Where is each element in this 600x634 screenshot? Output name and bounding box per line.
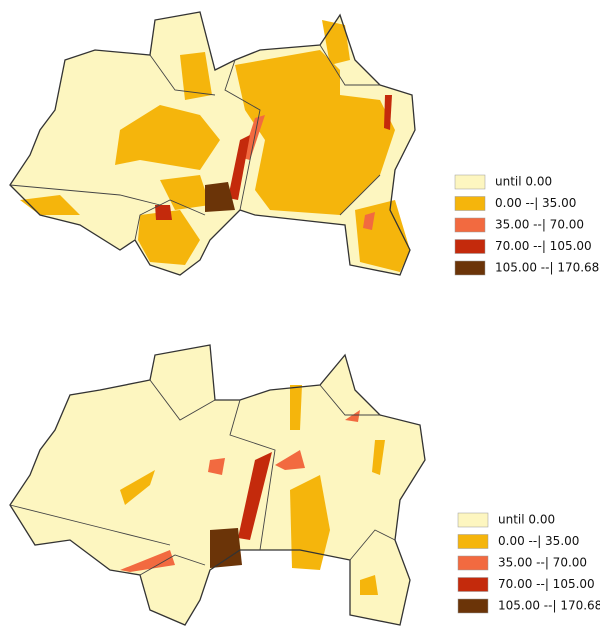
legend-swatch — [457, 534, 489, 549]
region — [360, 575, 378, 595]
legend-swatch — [454, 174, 486, 190]
region — [205, 182, 235, 212]
region — [208, 458, 225, 475]
legend-label: 70.00 --| 105.00 — [498, 577, 595, 591]
region — [238, 452, 272, 540]
region — [372, 440, 385, 475]
region — [290, 475, 330, 570]
legend-swatch — [454, 239, 486, 254]
legend-swatch — [454, 196, 486, 211]
legend-label: 0.00 --| 35.00 — [495, 196, 576, 210]
outline — [9, 344, 426, 626]
legend-label: 105.00 --| 170.68 — [498, 599, 600, 613]
region — [180, 52, 212, 100]
state-border — [9, 44, 381, 241]
legend-swatch — [457, 598, 489, 614]
legend-label: 35.00 --| 70.00 — [495, 218, 584, 232]
legend-swatch — [457, 555, 489, 571]
region — [10, 345, 425, 625]
legend-swatch — [457, 577, 489, 592]
legend-label: 35.00 --| 70.00 — [498, 556, 587, 570]
region — [345, 410, 360, 422]
legend: until 0.00 0.00 --| 35.00 35.00 --| 70.00 7… — [454, 174, 599, 276]
region — [384, 95, 392, 130]
region — [275, 450, 305, 470]
legend: until 0.00 0.00 --| 35.00 35.00 --| 70.00 7… — [457, 512, 600, 614]
region — [210, 528, 242, 568]
region — [290, 385, 302, 430]
legend-swatch — [454, 217, 486, 233]
region — [242, 115, 265, 160]
legend-label: 105.00 --| 170.68 — [495, 261, 599, 275]
map — [9, 11, 416, 276]
region — [115, 105, 220, 170]
region — [363, 212, 375, 230]
region — [228, 135, 250, 200]
legend-swatch — [454, 260, 486, 276]
map — [9, 344, 426, 626]
region — [355, 200, 410, 272]
region — [155, 205, 172, 220]
legend-label: 0.00 --| 35.00 — [498, 534, 579, 548]
region — [235, 50, 395, 215]
legend-swatch — [457, 512, 489, 528]
legend-label: until 0.00 — [498, 513, 555, 527]
legend-label: until 0.00 — [495, 175, 552, 189]
region — [120, 550, 175, 572]
outline — [9, 11, 416, 276]
region — [138, 210, 200, 265]
legend-label: 70.00 --| 105.00 — [495, 239, 592, 253]
region — [120, 470, 155, 505]
state-border — [9, 379, 396, 576]
